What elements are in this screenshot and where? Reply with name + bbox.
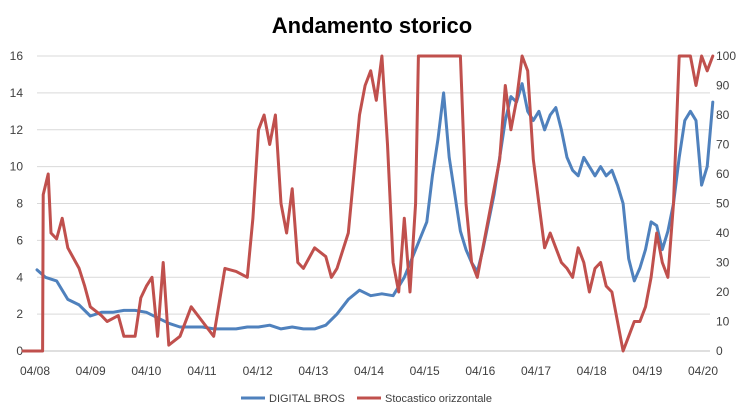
left-tick-label: 12	[10, 123, 24, 137]
x-tick-label: 04/14	[354, 364, 384, 378]
right-tick-label: 60	[716, 167, 730, 181]
left-tick-label: 10	[10, 160, 24, 174]
x-tick-label: 04/20	[688, 364, 718, 378]
legend: DIGITAL BROS Stocastico orizzontale	[241, 393, 492, 405]
x-tick-label: 04/15	[410, 364, 440, 378]
x-tick-label: 04/18	[577, 364, 607, 378]
x-tick-label: 04/16	[465, 364, 495, 378]
legend-label: Stocastico orizzontale	[385, 393, 492, 405]
legend-label: DIGITAL BROS	[269, 393, 345, 405]
x-tick-label: 04/17	[521, 364, 551, 378]
left-tick-label: 14	[10, 86, 24, 100]
right-tick-label: 20	[716, 285, 730, 299]
left-tick-label: 4	[16, 270, 23, 284]
left-y-axis: 0 2 4 6 8 10 12 14 16	[10, 49, 24, 358]
x-tick-label: 04/13	[298, 364, 328, 378]
legend-item: DIGITAL BROS	[241, 393, 345, 405]
x-tick-label: 04/10	[131, 364, 161, 378]
right-tick-label: 0	[716, 344, 723, 358]
left-tick-label: 2	[16, 307, 23, 321]
left-tick-label: 16	[10, 49, 24, 63]
right-tick-label: 90	[716, 79, 730, 93]
series-line-stocastico-orizzontale	[21, 54, 715, 353]
x-tick-label: 04/08	[20, 364, 50, 378]
right-tick-label: 30	[716, 256, 730, 270]
left-tick-label: 0	[16, 344, 23, 358]
right-tick-label: 80	[716, 108, 730, 122]
right-tick-label: 10	[716, 315, 730, 329]
right-tick-label: 70	[716, 138, 730, 152]
x-tick-label: 04/09	[76, 364, 106, 378]
x-tick-label: 04/19	[632, 364, 662, 378]
x-tick-label: 04/12	[243, 364, 273, 378]
right-tick-label: 50	[716, 197, 730, 211]
right-tick-label: 40	[716, 226, 730, 240]
left-tick-label: 8	[16, 197, 23, 211]
left-tick-label: 6	[16, 233, 23, 247]
right-tick-label: 100	[716, 49, 736, 63]
series-lines	[21, 54, 715, 353]
chart-title: Andamento storico	[272, 13, 472, 38]
gridlines	[37, 55, 710, 352]
right-y-axis: 0 10 20 30 40 50 60 70 80 90 100	[716, 49, 736, 358]
x-tick-label: 04/11	[187, 364, 216, 378]
x-axis: 04/08 04/09 04/10 04/11 04/12 04/13 04/14 04/15…	[20, 350, 718, 378]
legend-item: Stocastico orizzontale	[357, 393, 492, 405]
